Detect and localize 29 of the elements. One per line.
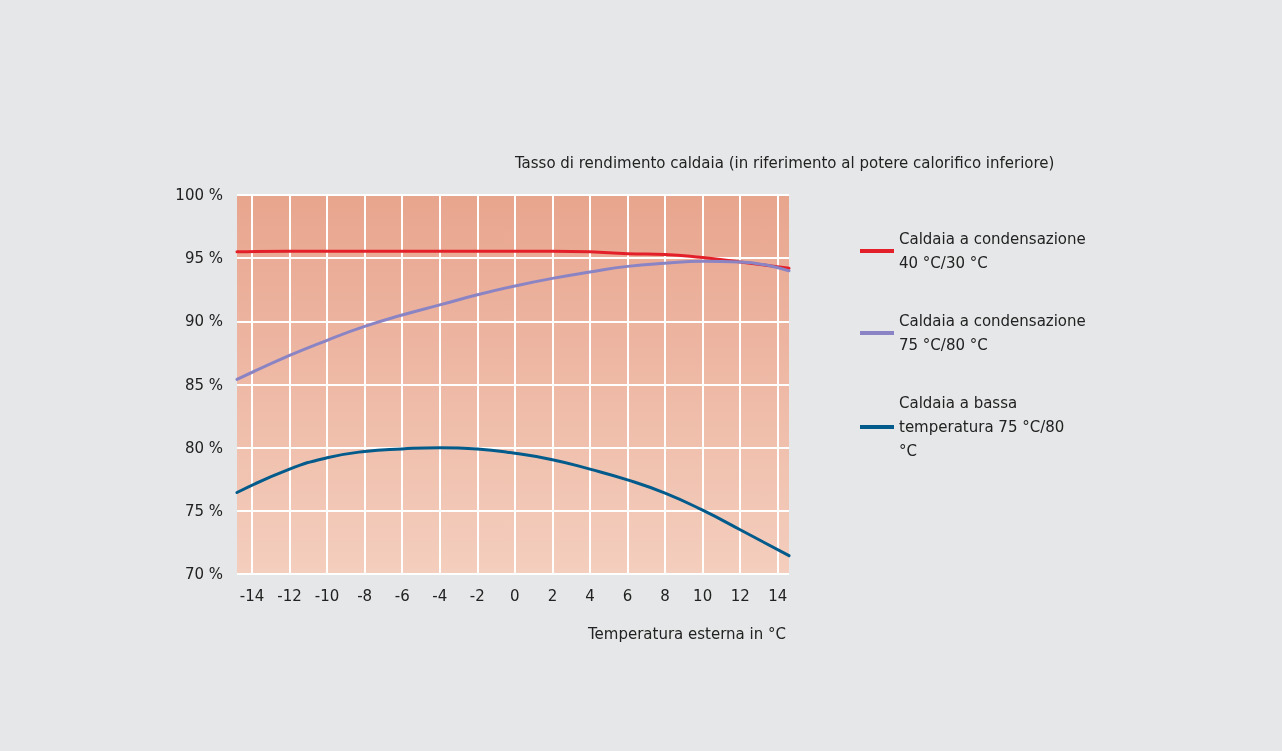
x-tick-label: -2: [469, 586, 485, 605]
y-axis-title: Tasso di rendimento caldaia (in riferimento al potere calorifico inferiore): [513, 153, 1055, 172]
y-tick-label: 85 %: [184, 375, 223, 394]
x-tick-label: 4: [585, 586, 595, 605]
x-tick-label: -12: [277, 586, 302, 605]
x-tick-label: -6: [394, 586, 410, 605]
y-tick-label: 90 %: [184, 312, 223, 331]
y-tick-label: 95 %: [184, 249, 223, 268]
x-tick-label: 0: [510, 586, 520, 605]
x-tick-label: 8: [660, 586, 670, 605]
y-tick-label: 75 %: [184, 501, 223, 520]
x-tick-label: -10: [314, 586, 340, 605]
x-tick-label: 2: [547, 586, 558, 605]
y-tick-label: 80 %: [184, 438, 223, 457]
line-series: [235, 259, 791, 381]
y-tick-label: 100 %: [175, 186, 223, 204]
x-axis-title: Temperatura esterna in °C: [586, 624, 786, 643]
line-series: [235, 446, 791, 558]
legend-label: Caldaia a bassa temperatura 75 °C/80 °C: [899, 394, 1070, 460]
x-tick-label: -14: [239, 586, 265, 605]
y-tick-label: 70 %: [184, 565, 223, 583]
x-tick-label: 14: [768, 586, 788, 605]
x-tick-label: 12: [730, 586, 750, 605]
x-tick-label: 6: [622, 586, 633, 605]
x-tick-label: -8: [357, 586, 373, 605]
x-tick-label: -4: [432, 586, 448, 605]
legend-label: Caldaia a condensazione 40 °C/30 °C: [899, 230, 1091, 272]
x-tick-label: 10: [693, 586, 713, 605]
legend-label: Caldaia a condensazione 75 °C/80 °C: [899, 312, 1091, 354]
